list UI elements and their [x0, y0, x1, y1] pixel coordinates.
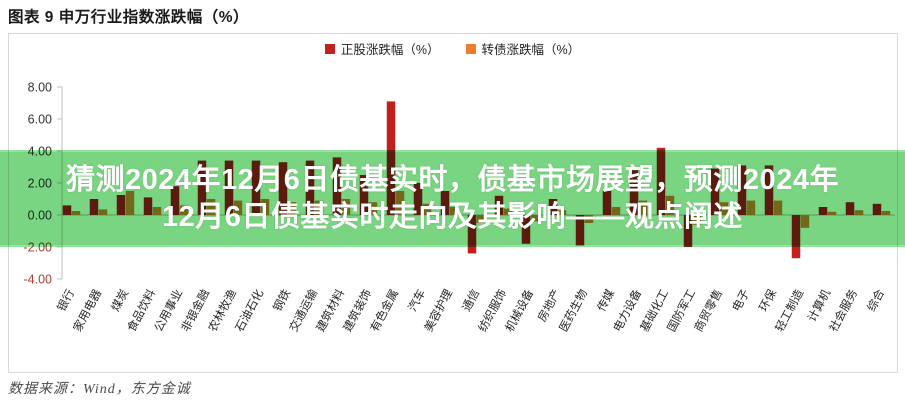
x-category-label: 汽车: [405, 287, 428, 314]
x-category-label: 通信: [460, 287, 482, 313]
legend-label-convertible: 转债涨跌幅（%）: [481, 43, 581, 57]
legend-label-stock: 正股涨跌幅（%）: [340, 43, 440, 57]
y-tick-label: 8.00: [28, 81, 52, 95]
x-category-label: 银行: [54, 287, 77, 314]
x-category-label: 环保: [756, 286, 779, 313]
x-category-label: 电子: [730, 287, 752, 313]
x-category-label: 综合: [864, 286, 887, 313]
legend-item-stock: 正股涨跌幅（%）: [324, 39, 440, 58]
y-tick-label: -4.00: [24, 273, 53, 287]
legend: 正股涨跌幅（%） 转债涨跌幅（%）: [0, 39, 905, 58]
overlay-banner: [0, 150, 905, 247]
x-category-label: 传媒: [594, 286, 617, 313]
legend-red-square-icon: [324, 43, 335, 54]
x-category-label: 计算机: [805, 286, 834, 323]
legend-item-convertible: 转债涨跌幅（%）: [465, 39, 581, 58]
overlay-line2: 12月6日债基实时走向及其影响——观点阐述: [162, 200, 743, 233]
x-category-label: 钢铁: [271, 287, 294, 314]
overlay-line1: 猜测2024年12月6日债基实时，债基市场展望，预测2024年: [66, 163, 839, 196]
x-category-label: 煤炭: [109, 287, 131, 313]
page-title: 图表 9 申万行业指数涨跌幅（%）: [8, 9, 250, 26]
y-tick-label: 6.00: [28, 113, 52, 127]
overlay-banner-text: 猜测2024年12月6日债基实时，债基市场展望，预测2024年 12月6日债基实…: [0, 150, 905, 247]
data-source: 数据来源：Wind，东方金诚: [8, 382, 191, 397]
x-category-label: 房地产: [535, 287, 564, 324]
legend-orange-square-icon: [465, 43, 476, 54]
